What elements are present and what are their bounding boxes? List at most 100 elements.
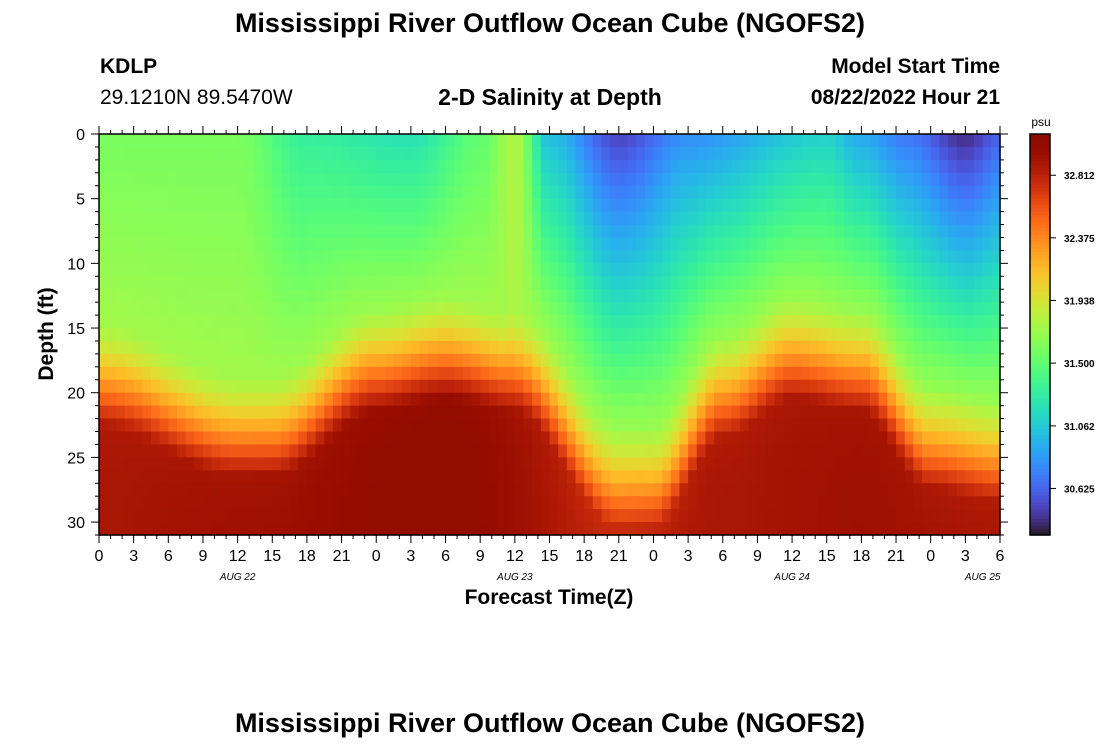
- heatmap-cell: [809, 315, 819, 329]
- heatmap-cell: [644, 392, 655, 407]
- heatmap-cell: [332, 392, 343, 407]
- heatmap-cell: [384, 198, 395, 213]
- heatmap-cell: [644, 134, 655, 148]
- heatmap-cell: [636, 159, 646, 174]
- heatmap-cell: [974, 198, 984, 213]
- heatmap-cell: [722, 379, 733, 394]
- heatmap-cell: [852, 509, 862, 523]
- heatmap-cell: [211, 392, 221, 407]
- heatmap-cell: [462, 340, 473, 355]
- heatmap-cell: [168, 289, 178, 303]
- heatmap-cell: [471, 315, 481, 329]
- heatmap-cell: [159, 379, 169, 394]
- heatmap-cell: [142, 237, 152, 252]
- heatmap-cell: [939, 379, 949, 394]
- heatmap-cell: [237, 522, 247, 536]
- heatmap-cell: [670, 483, 681, 497]
- heatmap-cell: [124, 315, 135, 329]
- heatmap-cell: [792, 457, 802, 471]
- heatmap-cell: [289, 366, 299, 381]
- heatmap-cell: [358, 185, 369, 200]
- heatmap-cell: [566, 328, 577, 342]
- colorbar-segment: [1030, 514, 1050, 519]
- heatmap-cell: [99, 237, 109, 252]
- heatmap-cell: [610, 172, 620, 187]
- heatmap-cell: [930, 159, 940, 174]
- heatmap-cell: [939, 418, 949, 433]
- heatmap-cell: [722, 263, 733, 277]
- heatmap-cell: [332, 134, 343, 148]
- heatmap-cell: [514, 457, 525, 471]
- heatmap-cell: [558, 457, 568, 471]
- heatmap-cell: [835, 379, 845, 394]
- heatmap-cell: [558, 470, 568, 484]
- heatmap-cell: [350, 431, 360, 446]
- heatmap-cell: [662, 444, 672, 458]
- heatmap-cell: [610, 315, 620, 329]
- y-tick-label: 25: [67, 450, 85, 467]
- heatmap-cell: [818, 302, 828, 316]
- heatmap-cell: [540, 289, 551, 303]
- heatmap-cell: [913, 263, 923, 277]
- heatmap-cell: [272, 444, 282, 458]
- heatmap-cell: [410, 263, 421, 277]
- y-tick-label: 0: [76, 127, 85, 144]
- heatmap-cell: [818, 198, 828, 213]
- heatmap-cell: [497, 353, 507, 368]
- heatmap-cell: [748, 224, 759, 239]
- heatmap-cell: [592, 276, 603, 290]
- heatmap-cell: [740, 431, 750, 446]
- heatmap-cell: [584, 172, 594, 187]
- heatmap-cell: [384, 134, 395, 148]
- heatmap-cell: [419, 457, 429, 471]
- heatmap-cell: [133, 405, 143, 420]
- heatmap-cell: [532, 496, 542, 510]
- heatmap-cell: [289, 444, 299, 458]
- heatmap-cell: [852, 302, 862, 316]
- heatmap-cell: [792, 211, 802, 226]
- heatmap-cell: [332, 444, 343, 458]
- heatmap-cell: [445, 289, 455, 303]
- heatmap-cell: [185, 444, 195, 458]
- heatmap-cell: [722, 483, 733, 497]
- heatmap-cell: [107, 146, 117, 161]
- colorbar-tick-label: 31.062: [1064, 422, 1095, 433]
- heatmap-cell: [523, 250, 533, 264]
- heatmap-cell: [930, 198, 940, 213]
- heatmap-cell: [818, 522, 828, 536]
- heatmap-cell: [324, 198, 334, 213]
- heatmap-cell: [254, 263, 265, 277]
- heatmap-cell: [402, 146, 412, 161]
- heatmap-cell: [575, 185, 585, 200]
- heatmap-cell: [948, 340, 958, 355]
- heatmap-cell: [748, 276, 759, 290]
- heatmap-cell: [584, 302, 594, 316]
- heatmap-cell: [757, 457, 767, 471]
- heatmap-cell: [341, 366, 351, 381]
- heatmap-cell: [618, 237, 629, 252]
- heatmap-cell: [194, 276, 204, 290]
- heatmap-cell: [454, 340, 464, 355]
- heatmap-cell: [99, 211, 109, 226]
- heatmap-cell: [584, 224, 594, 239]
- heatmap-cell: [298, 353, 308, 368]
- heatmap-cell: [861, 444, 871, 458]
- heatmap-cell: [142, 263, 152, 277]
- heatmap-cell: [766, 483, 776, 497]
- heatmap-cell: [116, 237, 126, 252]
- colorbar-segment: [1030, 180, 1050, 185]
- heatmap-cell: [176, 496, 187, 510]
- heatmap-cell: [202, 211, 213, 226]
- heatmap-cell: [471, 457, 481, 471]
- heatmap-cell: [332, 483, 343, 497]
- heatmap-cell: [705, 250, 715, 264]
- heatmap-cell: [757, 263, 767, 277]
- heatmap-cell: [454, 185, 464, 200]
- heatmap-cell: [740, 315, 750, 329]
- heatmap-cell: [610, 237, 620, 252]
- heatmap-cell: [748, 198, 759, 213]
- heatmap-cell: [506, 237, 516, 252]
- heatmap-cell: [558, 159, 568, 174]
- heatmap-cell: [783, 366, 793, 381]
- heatmap-cells: [99, 134, 1001, 536]
